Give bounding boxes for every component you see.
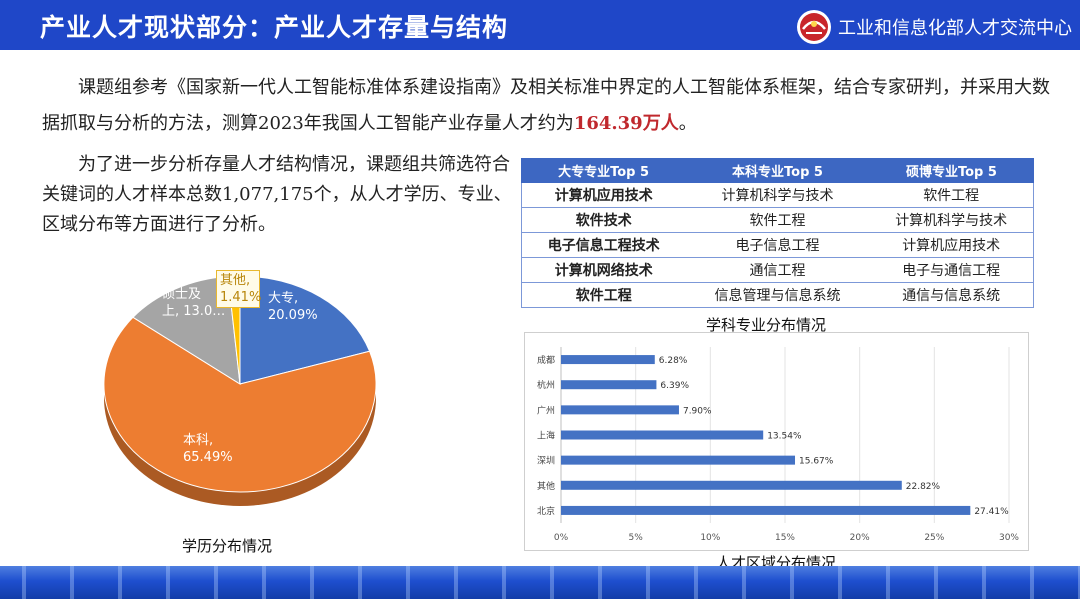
bar-value-label: 13.54%	[767, 432, 802, 442]
title-bar: 产业人才现状部分：产业人才存量与结构 工业和信息化部人才交流中心	[0, 0, 1080, 50]
table-cell: 软件工程	[685, 207, 870, 233]
page-title: 产业人才现状部分：产业人才存量与结构	[40, 13, 509, 42]
x-tick-label: 0%	[554, 533, 569, 543]
y-category-label: 深圳	[537, 456, 555, 467]
bar-上海	[561, 430, 764, 440]
y-category-label: 北京	[537, 505, 555, 517]
bar-杭州	[561, 380, 657, 390]
pie-label-value: 上, 13.0…	[162, 304, 226, 319]
majors-table: 大专专业Top 5 本科专业Top 5 硕博专业Top 5 计算机应用技术 计算…	[520, 158, 1035, 308]
pie-label-shuoshi: 硕士及 上, 13.0…	[162, 286, 225, 320]
pie-label-text: 大专,	[268, 291, 299, 306]
x-tick-label: 25%	[924, 533, 944, 543]
region-bar-chart: 0% 5% 10% 15% 20% 25% 30% 成都 6.28% 杭州 6.39% 广州 7.90%…	[537, 347, 1019, 543]
pie-label-text: 硕士及	[162, 287, 202, 302]
intro-paragraph: 课题组参考《国家新一代人工智能标准体系建设指南》及相关标准中界定的人工智能体系框…	[42, 70, 1052, 142]
org-name: 工业和信息化部人才交流中心	[838, 18, 1072, 39]
bar-value-label: 27.41%	[974, 507, 1009, 517]
table-row: 计算机网络技术 通信工程 电子与通信工程	[521, 257, 1034, 283]
x-tick-label: 20%	[850, 533, 870, 543]
table-row: 电子信息工程技术 电子信息工程 计算机应用技术	[521, 232, 1034, 258]
y-category-label: 上海	[537, 430, 555, 442]
miit-talent-center-logo-icon	[797, 10, 831, 44]
x-tick-label: 15%	[775, 533, 795, 543]
pie-label-text: 本科,	[183, 433, 214, 448]
pie-slice-benke	[103, 316, 377, 493]
table-cell: 软件工程	[521, 282, 686, 308]
table-row: 软件技术 软件工程 计算机科学与技术	[521, 207, 1034, 233]
bar-北京	[561, 505, 971, 515]
pie-label-text: 其他,	[220, 273, 251, 288]
bar-value-label: 6.39%	[660, 381, 689, 391]
table-header-row: 大专专业Top 5 本科专业Top 5 硕博专业Top 5	[520, 158, 1035, 183]
pie-label-value: 65.49%	[183, 450, 233, 465]
table-row: 计算机应用技术 计算机科学与技术 软件工程	[521, 182, 1034, 208]
table-cell: 通信工程	[685, 257, 870, 283]
x-tick-label: 5%	[629, 533, 644, 543]
table-cell: 电子与通信工程	[869, 257, 1034, 283]
pie-label-qita: 其他, 1.41%	[216, 270, 262, 308]
table-header: 大专专业Top 5	[520, 158, 687, 183]
bar-广州	[561, 405, 679, 415]
table-cell: 软件工程	[869, 182, 1034, 208]
bar-其他	[561, 480, 902, 490]
table-header: 本科专业Top 5	[685, 158, 870, 183]
table-cell: 电子信息工程技术	[521, 232, 686, 258]
pie-label-value: 1.41%	[220, 290, 262, 305]
bar-成都	[561, 355, 655, 365]
table-cell: 通信与信息系统	[869, 282, 1034, 308]
table-cell: 计算机应用技术	[869, 232, 1034, 258]
bar-深圳	[561, 455, 796, 465]
pie-label-dazhuan: 大专, 20.09%	[268, 290, 318, 324]
region-chart-frame: 0% 5% 10% 15% 20% 25% 30% 成都 6.28% 杭州 6.39% 广州 7.90%…	[524, 332, 1029, 551]
education-pie-chart	[103, 275, 377, 506]
footer-skyline	[0, 566, 1080, 599]
bar-value-label: 7.90%	[683, 406, 712, 416]
sample-paragraph: 为了进一步分析存量人才结构情况，课题组共筛选符合关键词的人才样本总数1,077,…	[42, 154, 512, 235]
table-cell: 计算机科学与技术	[685, 182, 870, 208]
table-row: 软件工程 信息管理与信息系统 通信与信息系统	[521, 282, 1034, 308]
intro-text: 课题组参考《国家新一代人工智能标准体系建设指南》及相关标准中界定的人工智能体系框…	[42, 77, 1050, 134]
footer-banner	[0, 566, 1080, 599]
y-category-label: 杭州	[537, 379, 555, 391]
table-cell: 计算机网络技术	[521, 257, 686, 283]
intro-suffix: 。	[678, 113, 697, 134]
table-header: 硕博专业Top 5	[868, 158, 1035, 183]
education-caption: 学历分布情况	[182, 537, 273, 555]
bar-value-label: 22.82%	[906, 482, 941, 492]
table-cell: 计算机应用技术	[521, 182, 686, 208]
table-cell: 软件技术	[521, 207, 686, 233]
x-tick-label: 10%	[700, 533, 720, 543]
y-category-label: 广州	[537, 404, 555, 416]
pie-label-value: 20.09%	[268, 308, 318, 323]
bar-value-label: 15.67%	[799, 457, 834, 467]
x-tick-label: 30%	[999, 533, 1019, 543]
intro-highlight: 164.39万人	[573, 113, 679, 134]
table-cell: 信息管理与信息系统	[685, 282, 870, 308]
table-cell: 电子信息工程	[685, 232, 870, 258]
bar-value-label: 6.28%	[659, 356, 688, 366]
majors-caption: 学科专业分布情况	[706, 316, 827, 334]
pie-label-benke: 本科, 65.49%	[183, 432, 233, 466]
y-category-label: 其他	[537, 480, 555, 492]
y-category-label: 成都	[537, 354, 555, 366]
table-cell: 计算机科学与技术	[869, 207, 1034, 233]
